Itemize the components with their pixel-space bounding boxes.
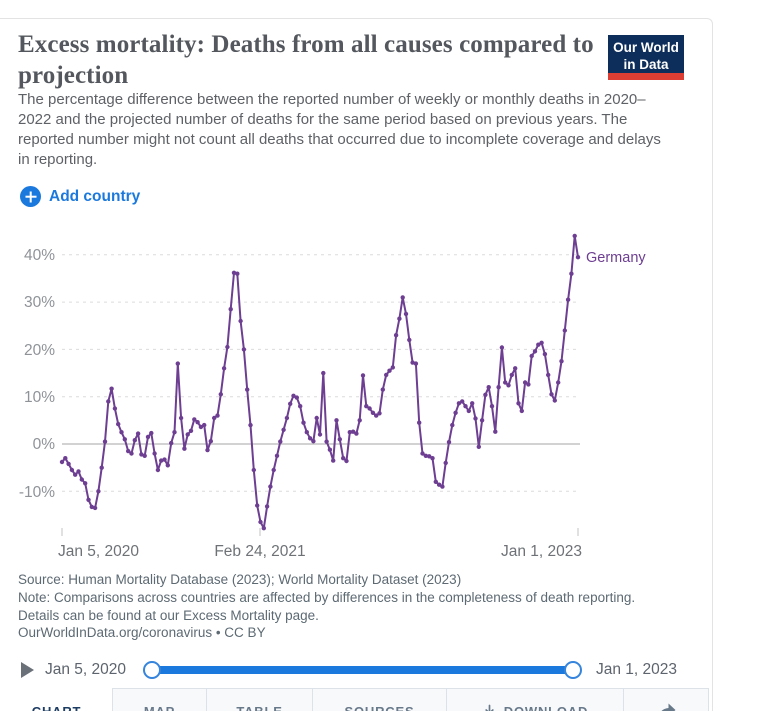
timeline-track[interactable] [146,666,578,674]
tab-table-label: TABLE [236,703,283,711]
entity-label-germany: Germany [586,250,646,266]
tab-table[interactable]: TABLE [206,688,313,711]
cc-link[interactable]: OurWorldInData.org/coronavirus • CC BY [18,625,266,640]
timeline-end-date[interactable]: Jan 1, 2023 [596,661,678,678]
timeline-start-date[interactable]: Jan 5, 2020 [45,661,127,678]
x-tick-end: Jan 1, 2023 [501,543,582,560]
add-country-button[interactable]: Add country [20,186,140,207]
x-tick-mid: Feb 24, 2021 [214,543,305,560]
tab-download-label: DOWNLOAD [503,703,589,711]
y-tick-30: 30% [24,294,55,311]
series-germany[interactable] [59,233,581,531]
y-tick-40: 40% [24,247,55,264]
tab-chart-label: CHART [31,703,82,711]
y-tick-neg10: -10% [19,484,55,501]
tab-chart[interactable]: CHART [0,688,113,711]
share-icon [660,703,675,711]
owid-logo-line2: in Data [623,56,669,72]
download-icon [485,704,494,711]
owid-logo[interactable]: Our World in Data [608,35,684,80]
y-tick-0: 0% [33,436,56,453]
y-tick-10: 10% [24,389,55,406]
plus-circle-icon [20,186,41,207]
excess-mortality-line-chart[interactable]: 40% 30% 20% 10% 0% -10% Jan 5, 2020 Feb … [0,222,713,564]
timeline-control: Jan 5, 2020 Jan 1, 2023 [0,656,713,686]
tab-bar: CHART MAP TABLE SOURCES DOWNLOAD [0,688,713,711]
tab-map-label: MAP [143,703,176,711]
add-country-label: Add country [49,187,141,205]
note-line: Note: Comparisons across countries are a… [18,590,636,623]
timeline-end-handle[interactable] [564,661,582,679]
x-tick-start: Jan 5, 2020 [58,543,139,560]
tab-download[interactable]: DOWNLOAD [446,688,624,711]
source-line: Source: Human Mortality Database (2023);… [18,572,462,587]
page-title: Excess mortality: Deaths from all causes… [18,31,594,89]
chart-subtitle: The percentage difference between the re… [18,91,661,168]
tab-map[interactable]: MAP [112,688,207,711]
owid-logo-line1: Our World [613,40,679,55]
y-tick-20: 20% [24,342,55,359]
timeline-start-handle[interactable] [143,661,161,679]
tab-sources[interactable]: SOURCES [312,688,447,711]
play-button[interactable] [21,662,34,678]
tab-share[interactable] [623,688,709,711]
tab-sources-label: SOURCES [344,703,415,711]
